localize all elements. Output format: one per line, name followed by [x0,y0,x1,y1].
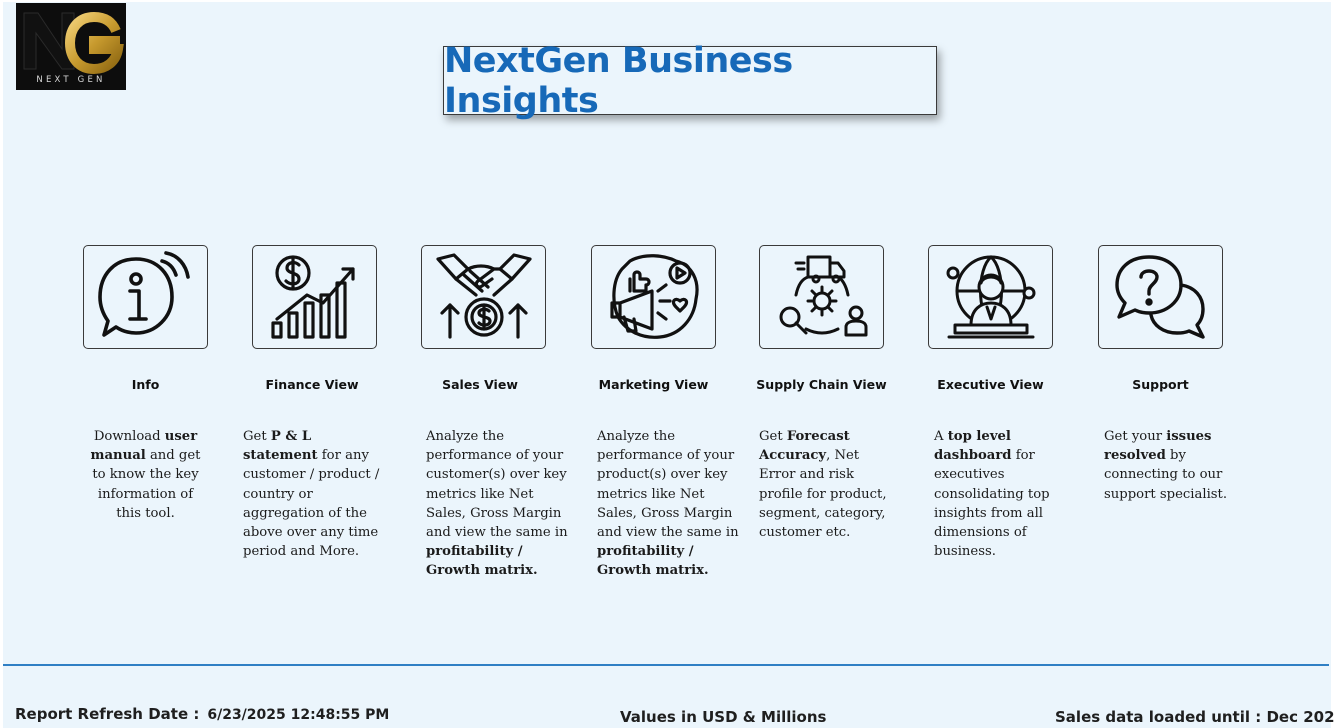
card-marketing-view-description: Analyze the performance of your product(… [597,427,739,581]
description-run: Get [243,429,271,444]
card-executive-view[interactable] [928,245,1053,349]
report-canvas [3,2,1331,728]
description-run: for any customer / product / country or … [243,448,380,560]
card-sales-view[interactable] [421,245,546,349]
description-run: Analyze the performance of your product(… [597,429,739,541]
card-marketing-view[interactable] [591,245,716,349]
description-run: Get [759,429,787,444]
description-run: issues resolved [1104,429,1212,464]
info-icon [97,251,190,337]
card-finance-view[interactable] [252,245,377,349]
page-title-box: NextGen Business Insights [443,41,937,121]
description-run: by connecting to our support specialist. [1104,448,1228,502]
description-run: user manual [90,429,198,464]
card-sales-view-label: Sales View [442,377,518,392]
description-run: profitability / Growth matrix. [597,544,709,579]
megaphone-icon [609,254,699,339]
card-supply-chain-view[interactable] [759,245,884,349]
card-sales-view-description: Analyze the performance of your customer… [426,427,568,581]
card-marketing-view-label: Marketing View [598,377,709,392]
card-support-description: Get your issues resolved by connecting t… [1104,427,1232,504]
logo-caption: NEXT GEN [36,75,106,85]
support-chat-icon [1114,255,1205,339]
description-run: Forecast Accuracy [759,429,850,464]
nextgen-logo: NEXT GEN [16,3,126,90]
executive-icon [946,255,1035,339]
card-info-label: Info [131,377,160,392]
description-run: top level dashboard [934,429,1012,464]
card-supply-chain-view-description: Get Forecast Accuracy, Net Error and ris… [759,427,891,542]
card-support-label: Support [1132,377,1189,392]
page-title: NextGen Business Insights [444,40,793,121]
currency-units-note: Values in USD & Millions [620,708,827,726]
description-run: and get to know the key information of t… [92,448,201,521]
sales-data-loaded-until: Sales data loaded until : Dec 2021 [1055,708,1334,726]
description-run: Download [93,429,165,444]
card-supply-chain-view-label: Supply Chain View [756,377,887,392]
description-run: P & L statement [243,429,318,464]
footer-divider [3,664,1329,666]
report-refresh: Report Refresh Date : 6/23/2025 12:48:55 … [15,705,389,723]
card-support[interactable] [1098,245,1223,349]
description-run: , Net Error and risk profile for product… [759,448,887,541]
card-executive-view-description: A top level dashboard for executives con… [934,427,1062,561]
description-run: Get your [1104,429,1167,444]
description-run: profitability / Growth matrix. [426,544,538,579]
card-executive-view-label: Executive View [937,377,1044,392]
handshake-dollar-icon [435,253,532,339]
card-info[interactable] [83,245,208,349]
report-refresh-date: 6/23/2025 12:48:55 PM [207,707,390,723]
finance-chart-icon [270,255,355,339]
card-finance-view-description: Get P & L statement for any customer / p… [243,427,383,561]
report-refresh-label: Report Refresh Date : [15,705,200,723]
card-info-description: Download user manual and get to know the… [88,427,203,523]
supply-chain-icon [779,255,867,337]
description-run: Analyze the performance of your customer… [426,429,568,541]
description-run: A [934,429,948,444]
card-finance-view-label: Finance View [265,377,359,392]
description-run: for executives consolidating top insight… [934,448,1050,560]
